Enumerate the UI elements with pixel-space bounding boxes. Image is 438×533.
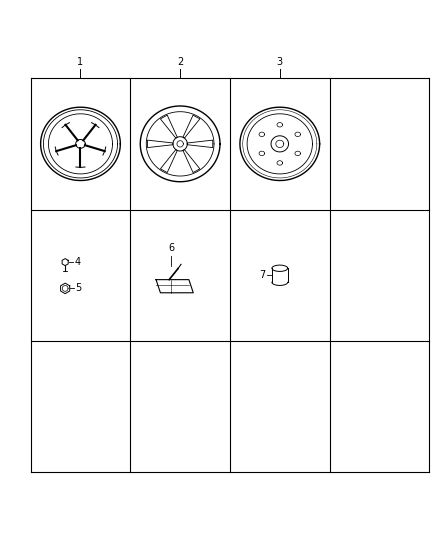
Text: 4: 4 (75, 257, 81, 267)
Text: 7: 7 (259, 270, 265, 280)
Text: 2: 2 (177, 57, 183, 67)
Text: 6: 6 (168, 244, 174, 253)
Text: 5: 5 (76, 284, 82, 293)
Text: 1: 1 (78, 57, 84, 67)
Text: 3: 3 (277, 57, 283, 67)
